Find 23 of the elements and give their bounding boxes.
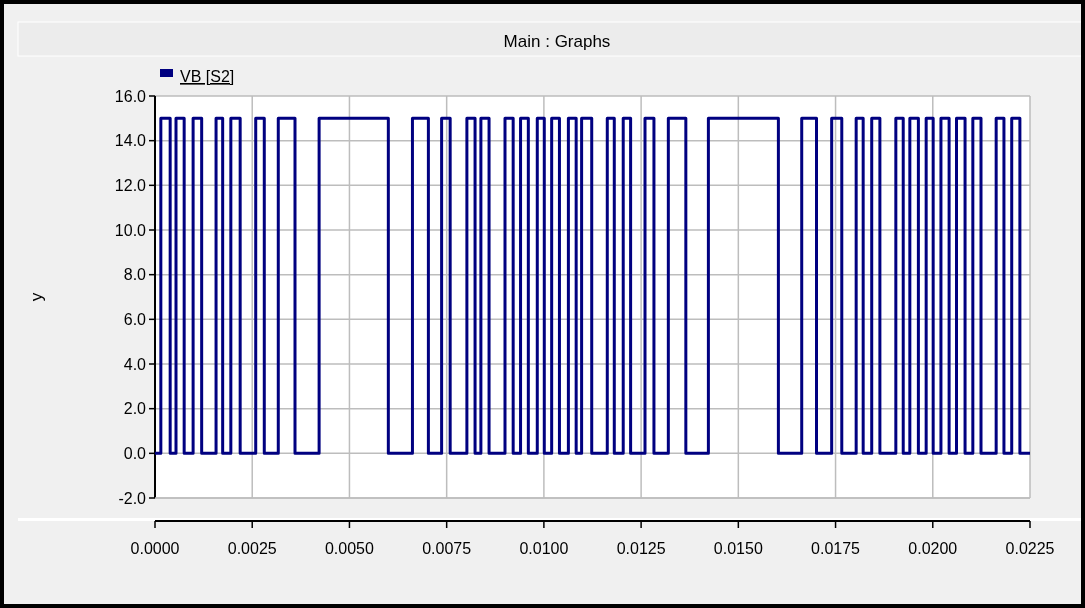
x-tick-label: 0.0100 [519,540,569,557]
y-tick-label: 10.0 [114,221,147,239]
chart-title: Main : Graphs [503,32,611,51]
y-tick-label: 16.0 [114,87,147,105]
y-tick-label: 6.0 [123,310,147,328]
y-tick-label: 2.0 [123,400,147,418]
x-tick-label: 0.0175 [811,540,861,557]
y-tick-label: 4.0 [123,355,147,373]
y-tick-label: -2.0 [118,489,147,507]
y-axis-title: y [27,292,46,302]
x-tick-label: 0.0050 [324,540,375,557]
x-tick-label: 0.0075 [422,540,472,557]
x-tick-label: 0.0200 [908,540,958,557]
x-tick-label: 0.0225 [1005,540,1055,557]
x-tick-label: 0.0000 [130,540,180,557]
x-tick-label: 0.0150 [713,540,763,557]
x-tick-label: 0.0125 [616,540,666,557]
y-tick-label: 8.0 [123,266,147,284]
y-tick-label: 0.0 [123,444,147,462]
x-tick-label: 0.0025 [227,540,277,557]
y-tick-label: 12.0 [114,176,147,194]
legend-label: VB [S2] [180,68,235,85]
y-tick-label: 14.0 [114,132,147,150]
